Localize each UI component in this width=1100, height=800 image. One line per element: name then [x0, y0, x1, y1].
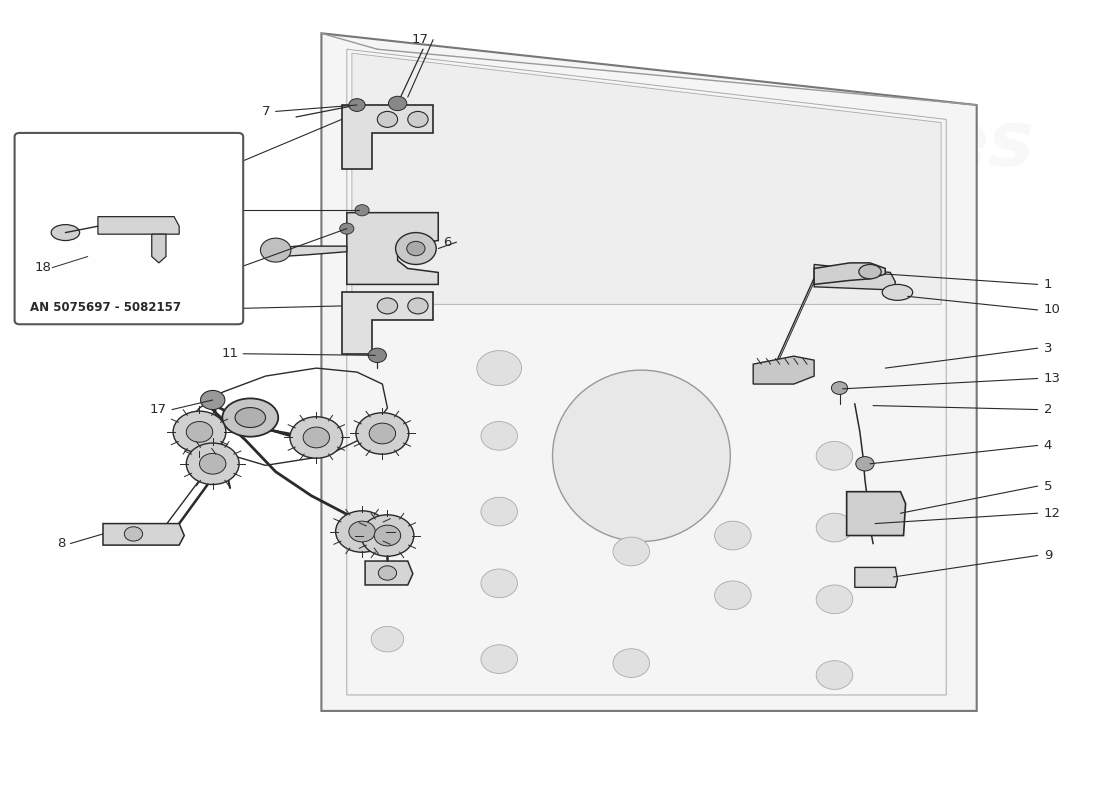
- Circle shape: [186, 422, 212, 442]
- Text: 2: 2: [1044, 403, 1053, 416]
- Polygon shape: [342, 105, 433, 169]
- Text: 13: 13: [1044, 372, 1060, 385]
- Text: 3: 3: [1044, 342, 1053, 354]
- Circle shape: [361, 515, 414, 556]
- Circle shape: [408, 298, 428, 314]
- Circle shape: [290, 417, 343, 458]
- Polygon shape: [321, 34, 977, 711]
- Text: euromares: euromares: [463, 366, 900, 434]
- Circle shape: [715, 581, 751, 610]
- Circle shape: [377, 111, 397, 127]
- Circle shape: [200, 390, 224, 410]
- Text: 6: 6: [443, 236, 451, 249]
- Text: 5: 5: [1044, 479, 1053, 493]
- FancyBboxPatch shape: [14, 133, 243, 324]
- Circle shape: [304, 427, 330, 448]
- Polygon shape: [98, 217, 179, 234]
- Circle shape: [407, 242, 425, 256]
- Ellipse shape: [222, 398, 278, 437]
- Circle shape: [378, 566, 397, 580]
- Text: 15: 15: [221, 259, 238, 273]
- Circle shape: [396, 233, 437, 265]
- Circle shape: [388, 96, 407, 110]
- Text: 11: 11: [221, 347, 238, 360]
- Circle shape: [349, 521, 375, 542]
- Polygon shape: [352, 54, 942, 304]
- Text: 17: 17: [150, 403, 167, 416]
- Polygon shape: [346, 213, 438, 285]
- Circle shape: [613, 537, 650, 566]
- Circle shape: [355, 205, 370, 216]
- Text: 1: 1: [1044, 278, 1053, 291]
- Circle shape: [349, 98, 365, 111]
- Circle shape: [336, 511, 388, 552]
- Circle shape: [816, 514, 853, 542]
- Text: 18: 18: [35, 261, 52, 274]
- Text: 19: 19: [221, 204, 238, 217]
- Text: 4: 4: [1044, 439, 1052, 452]
- Circle shape: [173, 411, 225, 453]
- Circle shape: [481, 422, 517, 450]
- Text: a passion for parts since 1985: a passion for parts since 1985: [469, 470, 740, 489]
- Circle shape: [186, 443, 239, 485]
- Polygon shape: [103, 523, 185, 545]
- Polygon shape: [274, 246, 346, 257]
- Circle shape: [356, 413, 409, 454]
- Ellipse shape: [859, 265, 881, 279]
- Polygon shape: [342, 292, 433, 354]
- Polygon shape: [814, 263, 886, 285]
- Circle shape: [481, 498, 517, 526]
- Circle shape: [368, 348, 386, 362]
- Circle shape: [124, 526, 143, 541]
- Circle shape: [261, 238, 290, 262]
- Polygon shape: [365, 561, 412, 585]
- Circle shape: [481, 569, 517, 598]
- Circle shape: [613, 649, 650, 678]
- Ellipse shape: [552, 370, 730, 542]
- Text: 9: 9: [1044, 549, 1052, 562]
- Circle shape: [477, 350, 521, 386]
- Circle shape: [370, 423, 396, 444]
- Polygon shape: [814, 265, 895, 290]
- Polygon shape: [754, 356, 814, 384]
- Circle shape: [481, 645, 517, 674]
- Circle shape: [856, 457, 875, 471]
- Circle shape: [715, 521, 751, 550]
- Polygon shape: [847, 492, 905, 535]
- Ellipse shape: [235, 407, 265, 427]
- Circle shape: [377, 298, 397, 314]
- Circle shape: [199, 454, 226, 474]
- Circle shape: [408, 111, 428, 127]
- Polygon shape: [152, 234, 166, 263]
- Text: AN 5075697 - 5082157: AN 5075697 - 5082157: [30, 301, 180, 314]
- Ellipse shape: [52, 225, 79, 241]
- Text: 17: 17: [411, 33, 428, 46]
- Text: 8: 8: [57, 537, 65, 550]
- Polygon shape: [855, 567, 898, 587]
- Text: 16: 16: [221, 154, 238, 167]
- Text: 10: 10: [1044, 303, 1060, 317]
- Circle shape: [371, 626, 404, 652]
- Text: res: res: [900, 108, 1034, 182]
- Text: 16: 16: [221, 302, 238, 315]
- Ellipse shape: [882, 285, 913, 300]
- Circle shape: [816, 661, 853, 690]
- Circle shape: [816, 585, 853, 614]
- Text: 12: 12: [1044, 506, 1060, 520]
- Circle shape: [832, 382, 848, 394]
- Circle shape: [816, 442, 853, 470]
- Circle shape: [374, 525, 400, 546]
- Text: 7: 7: [262, 105, 271, 118]
- Circle shape: [340, 223, 354, 234]
